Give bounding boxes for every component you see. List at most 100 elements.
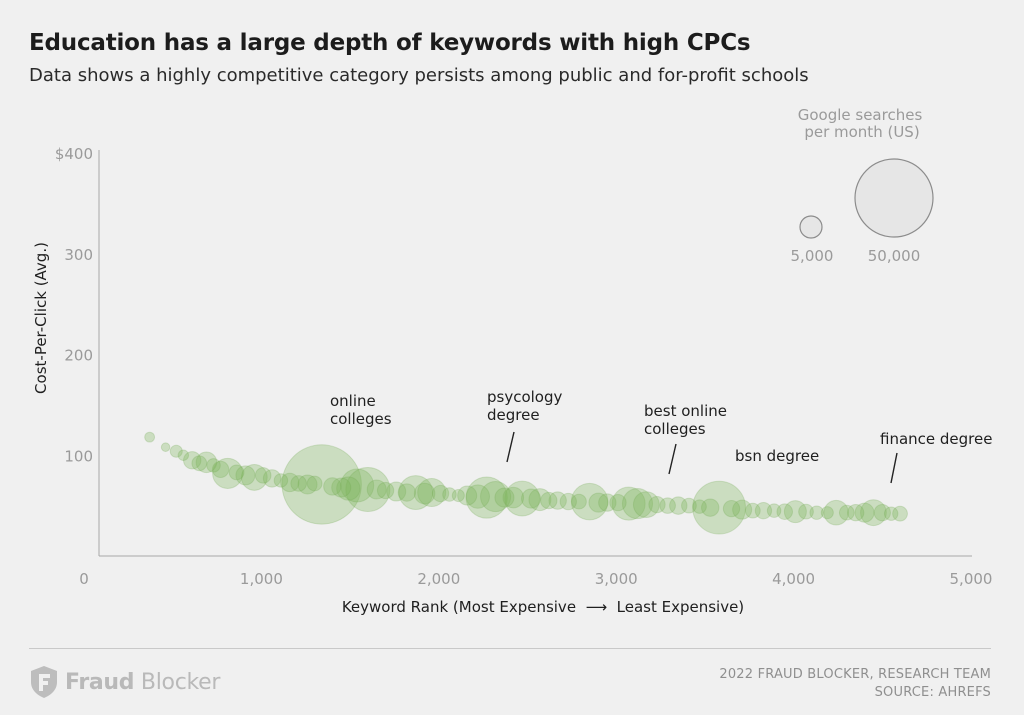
keyword-bubble	[290, 475, 307, 492]
keyword-bubble	[398, 475, 434, 510]
keyword-bubble	[632, 491, 660, 519]
size-legend-bubble-large	[854, 158, 934, 238]
logo-wordmark: Fraud Blocker	[65, 670, 220, 695]
keyword-bubble	[873, 504, 891, 522]
keyword-bubble	[366, 479, 387, 500]
shield-logo-icon	[31, 666, 57, 698]
keyword-bubble	[465, 484, 490, 509]
credit-line-source: SOURCE: AHREFS	[874, 685, 991, 700]
keyword-bubble	[823, 499, 849, 526]
keyword-bubble	[669, 496, 688, 515]
keyword-bubble	[494, 487, 515, 508]
keyword-bubble	[521, 488, 542, 509]
keyword-bubble	[160, 442, 171, 452]
keyword-bubble	[465, 476, 508, 519]
annotation-leader-line	[506, 431, 515, 463]
keyword-bubble	[540, 491, 558, 510]
keyword-bubble	[860, 499, 887, 527]
keyword-bubble	[754, 502, 773, 520]
fraud-blocker-logo: Fraud Blocker	[29, 664, 220, 700]
keyword-bubble	[621, 488, 654, 520]
logo-wordmark-rest: Blocker	[134, 669, 221, 695]
keyword-bubble	[548, 491, 567, 510]
keyword-bubble	[331, 477, 352, 498]
keyword-bubble	[692, 480, 746, 535]
keyword-bubble	[386, 481, 407, 502]
y-tick-label: $400	[55, 145, 93, 163]
bubble-chart: 100 200 300 $400 0 1,000 2,000 3,000 4,000 5,000…	[32, 106, 993, 616]
keyword-bubble	[883, 506, 899, 521]
x-tick-label: 1,000	[240, 570, 283, 588]
keyword-bubble	[451, 489, 465, 503]
annotation-label: colleges	[644, 420, 706, 438]
keyword-bubble	[345, 467, 391, 513]
keyword-bubble	[571, 493, 587, 510]
keyword-bubble	[502, 486, 525, 509]
keyword-bubble	[297, 474, 318, 495]
annotation-label: best online	[644, 402, 727, 420]
keyword-bubble	[744, 502, 761, 519]
x-axis-title: Keyword Rank (Most Expensive ⟶ Least Exp…	[342, 598, 744, 616]
x-tick-label: 0	[79, 570, 89, 588]
keyword-bubble	[838, 504, 855, 521]
keyword-bubble	[144, 431, 156, 443]
keyword-bubble	[376, 481, 395, 500]
keyword-bubble	[820, 506, 834, 520]
keyword-bubble	[306, 475, 323, 492]
bubbles-layer	[144, 431, 908, 535]
keyword-bubble	[559, 492, 577, 511]
x-tick-label: 3,000	[595, 570, 638, 588]
keyword-bubble	[417, 478, 447, 508]
x-tick-label: 2,000	[417, 570, 460, 588]
annotation-online-colleges: online colleges	[330, 392, 392, 428]
annotation-leader-line	[668, 443, 677, 475]
annotation-label: colleges	[330, 410, 392, 428]
keyword-bubble	[609, 493, 627, 512]
keyword-bubble	[809, 505, 824, 520]
keyword-bubble	[280, 472, 300, 493]
chart-title: Education has a large depth of keywords …	[29, 30, 751, 56]
keyword-bubble	[240, 464, 268, 491]
keyword-bubble	[681, 497, 697, 514]
keyword-bubble	[442, 487, 457, 502]
keyword-bubble	[570, 482, 609, 521]
chart-subtitle: Data shows a highly competitive category…	[29, 65, 809, 86]
keyword-bubble	[431, 484, 450, 503]
y-axis-title: Cost-Per-Click (Avg.)	[32, 242, 50, 394]
keyword-bubble	[847, 504, 865, 522]
keyword-bubble	[588, 492, 609, 513]
annotation-leader-line	[890, 452, 898, 484]
keyword-bubble	[598, 493, 617, 512]
annotation-label: bsn degree	[735, 447, 819, 465]
footer-credit: 2022 FRAUD BLOCKER, RESEARCH TEAM SOURCE…	[719, 666, 991, 702]
y-tick-label: 100	[64, 447, 93, 465]
x-tick-label: 5,000	[950, 570, 993, 588]
keyword-bubble	[692, 499, 707, 514]
keyword-bubble	[206, 458, 221, 473]
keyword-bubble	[611, 486, 646, 521]
keyword-bubble	[195, 451, 218, 474]
keyword-bubble	[254, 467, 272, 484]
logo-wordmark-bold: Fraud	[65, 669, 135, 695]
keyword-bubble	[732, 499, 753, 520]
annotation-finance-degree: finance degree	[880, 430, 992, 484]
keyword-bubble	[892, 505, 908, 522]
y-tick-label: 300	[64, 246, 93, 264]
keyword-bubble	[211, 460, 230, 479]
annotation-label: psycology	[487, 388, 563, 406]
footer-divider	[29, 648, 991, 649]
keyword-bubble	[766, 503, 782, 518]
keyword-bubble	[722, 499, 741, 518]
keyword-bubble	[783, 500, 807, 524]
keyword-bubble	[413, 482, 436, 505]
keyword-bubble	[457, 485, 478, 506]
credit-line-research-team: 2022 FRAUD BLOCKER, RESEARCH TEAM	[719, 667, 991, 682]
keyword-bubble	[323, 477, 342, 496]
size-legend: Google searches per month (US) 5,000 50,…	[791, 106, 934, 265]
keyword-bubble	[262, 469, 282, 488]
keyword-bubble	[397, 483, 417, 502]
keyword-bubble	[701, 498, 720, 517]
size-legend-title-line1: Google searches	[798, 106, 923, 124]
keyword-bubble	[169, 444, 183, 458]
keyword-bubble	[504, 480, 541, 517]
